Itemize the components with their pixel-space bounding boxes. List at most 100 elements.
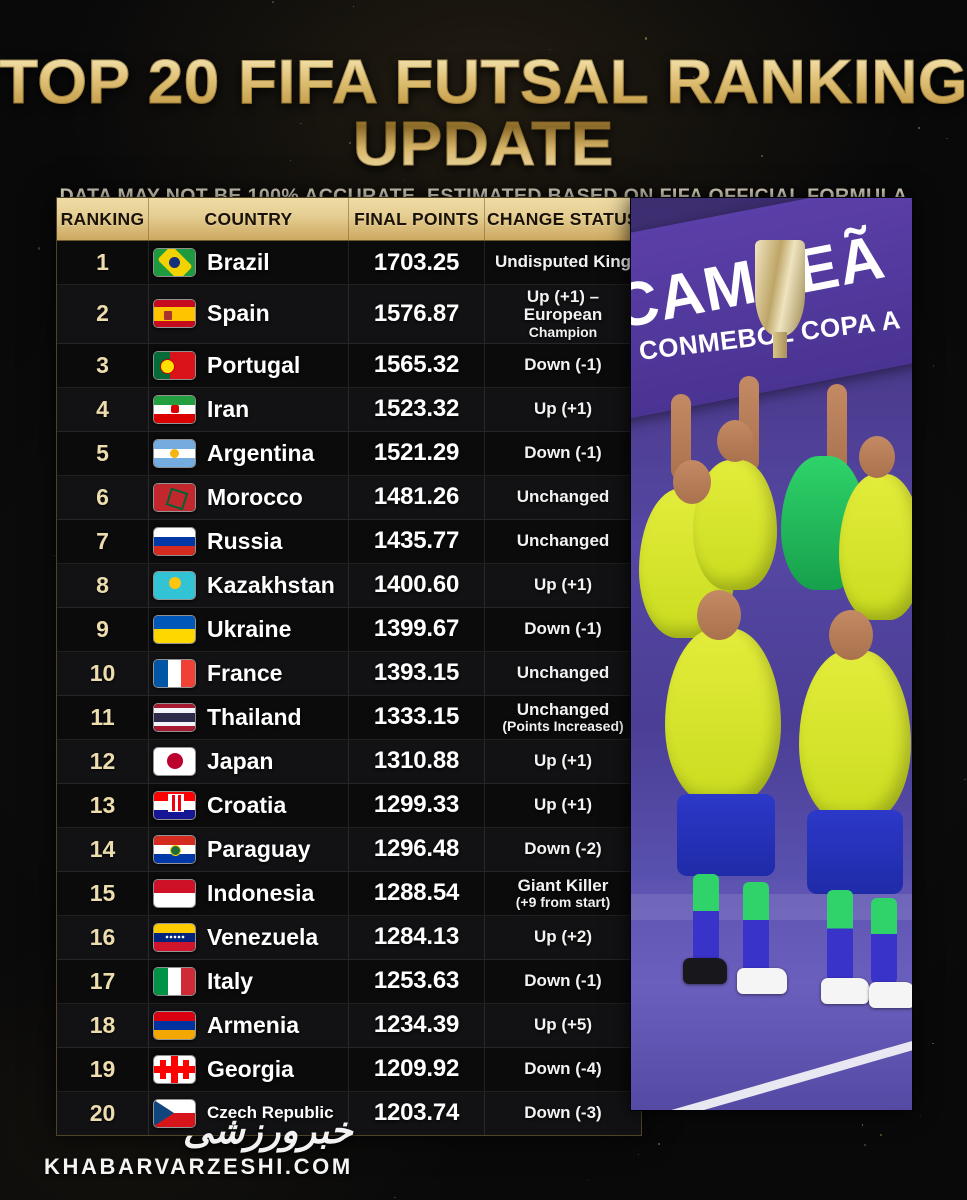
flag-morocco-icon <box>153 482 196 512</box>
change-status-text: Down (-3) <box>524 1103 602 1123</box>
watermark-persian: خبرورزشی <box>182 1109 354 1152</box>
table-row[interactable]: 18 Armenia 1234.39 Up (+5) <box>57 1003 641 1048</box>
cell-change-status: Down (-4) <box>485 1048 641 1091</box>
cell-ranking: 15 <box>57 871 149 915</box>
table-row[interactable]: 4 Iran 1523.32 Up (+1) <box>57 387 641 432</box>
cell-final-points: 1481.26 <box>349 475 485 519</box>
table-row[interactable]: 16 Venezuela 1284.13 Up (+2) <box>57 915 641 960</box>
player-body-3 <box>839 474 912 620</box>
table-row[interactable]: 12 Japan 1310.88 Up (+1) <box>57 739 641 784</box>
country-name: Georgia <box>207 1055 294 1082</box>
table-header-row: RANKING COUNTRY FINAL POINTS CHANGE STAT… <box>57 198 641 241</box>
cell-final-points: 1576.87 <box>349 285 485 343</box>
table-row[interactable]: 8 Kazakhstan 1400.60 Up (+1) <box>57 563 641 608</box>
cell-change-status: Unchanged <box>485 476 641 519</box>
player-sock-2 <box>743 882 769 972</box>
trophy <box>749 240 811 386</box>
cell-change-status: Up (+5) <box>485 1004 641 1047</box>
cell-country: Spain <box>149 285 349 343</box>
cell-final-points: 1203.74 <box>349 1091 485 1135</box>
flag-armenia-icon <box>153 1010 196 1040</box>
player-sock-3 <box>827 890 853 982</box>
country-name: Japan <box>207 747 274 774</box>
raised-arm-1 <box>671 394 691 480</box>
table-row[interactable]: 20 Czech Republic 1203.74 Down (-3) <box>57 1091 641 1135</box>
table-row[interactable]: 15 Indonesia 1288.54 Giant Killer (+9 from s… <box>57 871 641 916</box>
change-status-text: Unchanged <box>516 663 610 683</box>
trophy-stem <box>773 332 787 358</box>
country-name: France <box>207 659 283 686</box>
table-row[interactable]: 7 Russia 1435.77 Unchanged <box>57 519 641 564</box>
court-band <box>631 894 912 920</box>
poster-header: TOP 20 FIFA FUTSAL RANKING UPDATE DATA M… <box>0 51 967 208</box>
table-row[interactable]: 19 Georgia 1209.92 Down (-4) <box>57 1047 641 1092</box>
cell-ranking: 7 <box>57 519 149 563</box>
cell-final-points: 1296.48 <box>349 827 485 871</box>
country-name: Brazil <box>207 249 270 275</box>
change-status-text: Up (+1) <box>533 795 593 815</box>
cell-ranking: 8 <box>57 563 149 607</box>
flag-kazakhstan-icon <box>153 570 196 600</box>
flag-spain-icon <box>153 299 196 329</box>
cell-final-points: 1284.13 <box>349 915 485 959</box>
cell-change-status: Giant Killer (+9 from start) <box>485 872 641 915</box>
cell-change-status: Down (-3) <box>485 1092 641 1135</box>
cell-final-points: 1234.39 <box>349 1003 485 1047</box>
country-name: Armenia <box>207 1011 300 1038</box>
table-row[interactable]: 14 Paraguay 1296.48 Down (-2) <box>57 827 641 872</box>
cell-ranking: 18 <box>57 1003 149 1047</box>
table-row[interactable]: 2 Spain 1576.87 Up (+1) – European Champion <box>57 285 641 344</box>
cell-ranking: 1 <box>57 241 149 284</box>
flag-ukraine-icon <box>153 614 196 644</box>
player-shoe-1 <box>683 958 727 984</box>
country-name: Kazakhstan <box>207 571 335 598</box>
column-header-ranking: RANKING <box>57 198 149 240</box>
table-row[interactable]: 10 France 1393.15 Unchanged <box>57 651 641 696</box>
country-name: Indonesia <box>207 879 315 906</box>
country-name: Czech Republic <box>207 1103 334 1123</box>
table-row[interactable]: 5 Argentina 1521.29 Down (-1) <box>57 431 641 476</box>
cell-final-points: 1209.92 <box>349 1047 485 1091</box>
country-name: Paraguay <box>207 835 311 862</box>
change-status-text: Up (+1) <box>533 399 593 419</box>
flag-russia-icon <box>153 526 196 556</box>
flag-france-icon <box>153 658 196 688</box>
cell-final-points: 1393.15 <box>349 651 485 695</box>
cell-ranking: 9 <box>57 607 149 651</box>
flag-brazil-icon <box>153 248 196 277</box>
player-head-1 <box>673 460 711 504</box>
cell-country: Portugal <box>149 343 349 387</box>
cell-country: Paraguay <box>149 827 349 871</box>
flag-indonesia-icon <box>153 878 196 908</box>
change-status-text: Down (-1) <box>524 619 602 639</box>
table-row[interactable]: 3 Portugal 1565.32 Down (-1) <box>57 343 641 388</box>
raised-arm-3 <box>827 384 847 476</box>
cell-ranking: 14 <box>57 827 149 871</box>
cell-ranking: 17 <box>57 959 149 1003</box>
cell-country: Croatia <box>149 783 349 827</box>
cell-change-status: Up (+1) <box>485 740 641 783</box>
player-sock-1 <box>693 874 719 962</box>
change-status-text: Unchanged <box>516 531 610 551</box>
flag-paraguay-icon <box>153 834 196 864</box>
player-body-4 <box>665 628 781 804</box>
table-row[interactable]: 9 Ukraine 1399.67 Down (-1) <box>57 607 641 652</box>
cell-change-status: Up (+1) <box>485 388 641 431</box>
change-status-text: Down (-1) <box>524 355 602 375</box>
flag-japan-icon <box>153 746 196 776</box>
cell-final-points: 1399.67 <box>349 607 485 651</box>
player-head-3 <box>859 436 895 478</box>
change-status-text: Up (+1) <box>533 751 593 771</box>
country-name: Russia <box>207 527 283 554</box>
watermark: خبرورزشی KHABARVARZESHI.COM <box>44 1109 354 1180</box>
player-shoe-4 <box>869 982 912 1008</box>
cell-change-status: Undisputed King <box>485 241 641 284</box>
table-row[interactable]: 6 Morocco 1481.26 Unchanged <box>57 475 641 520</box>
table-row[interactable]: 11 Thailand 1333.15 Unchanged (Points Incre… <box>57 695 641 740</box>
table-row[interactable]: 13 Croatia 1299.33 Up (+1) <box>57 783 641 828</box>
table-row[interactable]: 1 Brazil 1703.25 Undisputed King <box>57 241 641 285</box>
change-status-text: Unchanged <box>516 487 610 507</box>
table-row[interactable]: 17 Italy 1253.63 Down (-1) <box>57 959 641 1004</box>
change-status-text: Up (+2) <box>533 927 593 947</box>
cell-final-points: 1435.77 <box>349 519 485 563</box>
